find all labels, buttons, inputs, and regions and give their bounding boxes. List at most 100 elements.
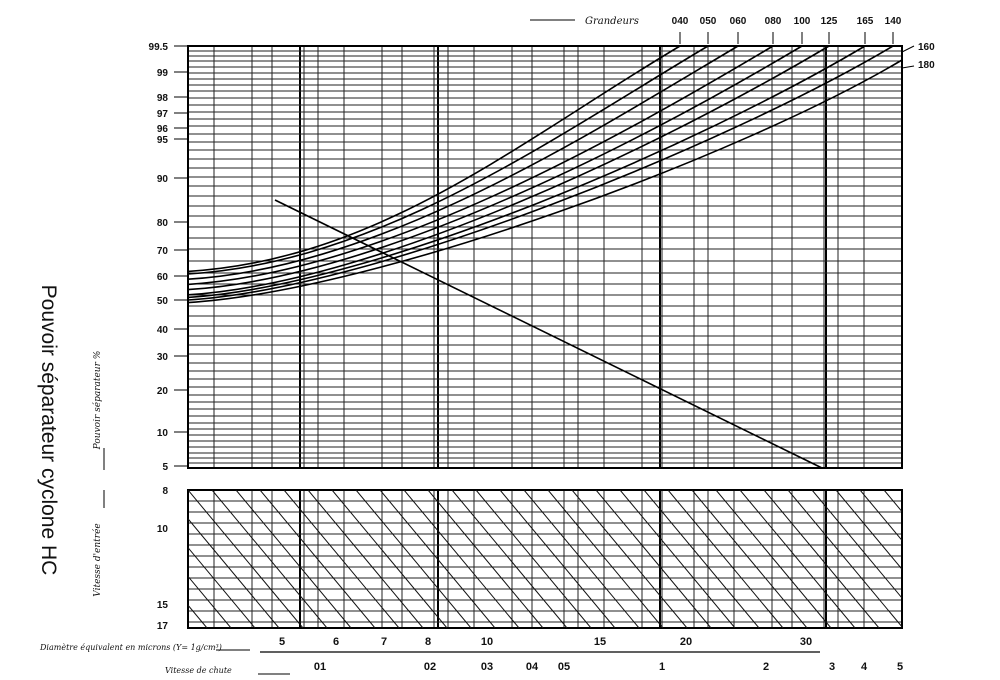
speed-diagonal-line [211,490,328,628]
speed-diagonal-line [835,490,902,570]
x-axis-2-tick: 01 [314,661,326,673]
y-tick-label: 99 [157,68,169,79]
reference-line [274,199,823,469]
y-tick-label: 5 [162,462,168,473]
speed-diagonal-line [188,604,208,628]
y-axis-label-lower: Vitesse d'entrée [92,523,103,597]
x-axis-2-tick: 3 [829,661,835,673]
size-label: 100 [794,16,811,27]
end-leader [901,45,915,53]
y-tick-label: 10 [157,428,169,439]
speed-diagonal-line [451,490,568,628]
x-axis-2-tick: 2 [763,661,769,673]
speed-diagonal-line [691,490,808,628]
size-label: 140 [885,16,902,27]
speed-diagonal-line [475,490,592,628]
size-label: 125 [821,16,838,27]
x-axis-2-tick: 02 [424,661,436,673]
y-lower-tick-label: 10 [157,524,169,535]
lower-grid [187,489,903,629]
speed-diagonal-line [643,490,760,628]
efficiency-curve [187,45,830,296]
speed-diagonal-line [619,490,736,628]
top-axis-label: Grandeurs [585,16,639,27]
x-axis-1-tick: 20 [680,636,692,648]
speed-diagonal-line [355,490,472,628]
y-tick-label: 80 [157,218,169,229]
speed-diagonal-line [523,490,640,628]
y-tick-label: 97 [157,109,169,120]
speed-diagonal-line [715,490,832,628]
x-axis-2-tick: 03 [481,661,493,673]
speed-diagonal-line [595,490,712,628]
lower-frame [187,489,903,629]
speed-diagonals [188,490,902,628]
speed-diagonal-line [283,490,400,628]
speed-diagonal-line [499,490,616,628]
speed-diagonal-line [547,490,664,628]
x-axis-2-tick: 5 [897,661,903,673]
efficiency-curve [187,59,903,304]
y-lower-tick-label: 8 [162,486,168,497]
efficiency-curve [187,45,739,280]
speed-diagonal-line [763,490,880,628]
speed-diagonal-line [739,490,856,628]
x-axis-1-tick: 6 [333,636,339,648]
speed-diagonal-line [571,490,688,628]
diagonal-group [188,490,902,628]
x-axis-1-tick: 15 [594,636,606,648]
speed-diagonal-line [188,575,232,628]
x-axis-1-tick: 5 [279,636,285,648]
speed-diagonal-line [235,490,352,628]
upper-grid [187,45,903,469]
x-axis-1-tick: 30 [800,636,812,648]
efficiency-curve [187,45,894,301]
y-lower-tick-label: 17 [157,621,169,632]
size-label: 040 [672,16,689,27]
efficiency-curve [187,45,803,291]
efficiency-curve [187,45,774,286]
end-leader [901,65,915,69]
y-tick-label: 95 [157,135,169,146]
efficiency-curve [187,45,709,275]
x-axis-2-tick: 04 [526,661,539,673]
speed-diagonal-line [811,490,902,599]
size-label: 165 [857,16,874,27]
y-tick-label: 98 [157,93,169,104]
speed-diagonal-line [188,490,304,628]
y-tick-label: 50 [157,296,169,307]
size-label: 060 [730,16,747,27]
y-tick-label: 70 [157,246,169,257]
speed-diagonal-line [307,490,424,628]
speed-diagonal-line [379,490,496,628]
y-tick-label: 99.5 [149,42,169,53]
speed-diagonal-line [403,490,520,628]
speed-diagonal-line [427,490,544,628]
speed-diagonal-line [787,490,902,628]
size-label: 080 [765,16,782,27]
size-label: 050 [700,16,717,27]
speed-diagonal-line [188,518,280,628]
x-axis-1-label: Diamètre équivalent en microns (Y= 1g/cm… [39,643,222,652]
y-tick-label: 60 [157,272,169,283]
y-tick-label: 90 [157,174,169,185]
axis-labels: 99.5999897969590807060504030201058101517… [39,16,935,675]
x-axis-2-tick: 4 [861,661,868,673]
efficiency-curve [187,45,866,299]
y-tick-label: 96 [157,124,169,135]
upper-frame [187,45,903,469]
y-tick-label: 30 [157,352,169,363]
curve-end-label: 180 [918,60,935,71]
x-axis-2-label: Vitesse de chute [165,666,232,675]
efficiency-curve [187,45,681,273]
speed-diagonal-line [188,546,256,628]
curve-end-label: 160 [918,42,935,53]
speed-diagonal-line [859,490,902,542]
x-axis-1-tick: 7 [381,636,387,648]
x-axis-1-tick: 8 [425,636,431,648]
y-lower-tick-label: 15 [157,600,169,611]
y-axis-label-upper: Pouvoir séparateur % [92,351,103,451]
efficiency-curves [187,45,903,469]
y-tick-label: 20 [157,386,169,397]
